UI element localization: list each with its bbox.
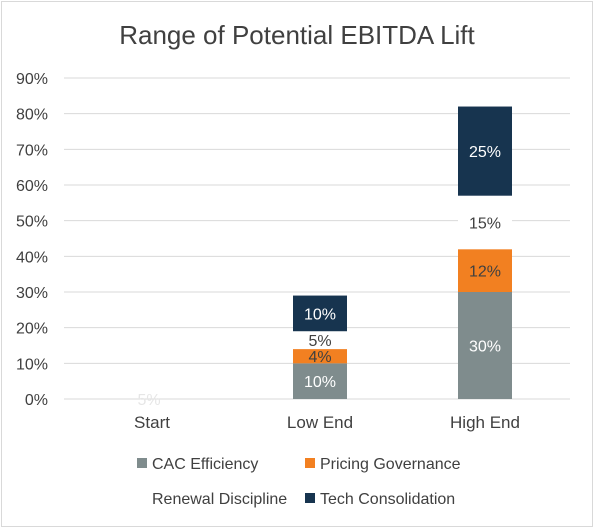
legend-label: Tech Consolidation bbox=[320, 491, 455, 508]
bar-segment bbox=[293, 363, 347, 399]
legend-swatch bbox=[305, 493, 315, 503]
bar-segment bbox=[458, 106, 512, 196]
x-category-label: Low End bbox=[287, 413, 353, 432]
data-label: 5% bbox=[137, 392, 160, 409]
y-axis-ticks: 0% 10% 20% 30% 40% 50% 60% 70% 80% 90% bbox=[16, 71, 48, 409]
bar-segment bbox=[293, 331, 347, 350]
data-label: 10% bbox=[304, 306, 336, 323]
y-tick-label: 10% bbox=[16, 356, 48, 373]
y-tick-label: 60% bbox=[16, 178, 48, 195]
y-tick-label: 0% bbox=[25, 392, 48, 409]
legend: CAC Efficiency Pricing Governance Renewal … bbox=[137, 456, 461, 508]
bar-segment bbox=[458, 249, 512, 292]
x-axis-labels: Start Low End High End bbox=[134, 413, 520, 432]
x-category-label: Start bbox=[134, 413, 170, 432]
chart-title: Range of Potential EBITDA Lift bbox=[119, 20, 475, 50]
x-category-label: High End bbox=[450, 413, 520, 432]
data-label: 15% bbox=[469, 215, 501, 232]
legend-swatch bbox=[137, 458, 147, 468]
data-label: 30% bbox=[469, 339, 501, 356]
bar-segment bbox=[293, 349, 347, 364]
bar-segment bbox=[458, 195, 512, 250]
legend-swatch bbox=[305, 458, 315, 468]
bar-segment bbox=[458, 292, 512, 399]
bar-segment bbox=[293, 295, 347, 332]
legend-label: Renewal Discipline bbox=[152, 491, 287, 508]
legend-label: CAC Efficiency bbox=[152, 456, 258, 473]
y-tick-label: 80% bbox=[16, 107, 48, 124]
data-label: 25% bbox=[469, 144, 501, 161]
data-label: 12% bbox=[469, 264, 501, 281]
y-tick-label: 30% bbox=[16, 285, 48, 302]
data-label: 5% bbox=[308, 333, 331, 350]
bars: 5%10%4%5%10%30%12%15%25% bbox=[137, 106, 512, 409]
data-label: 10% bbox=[304, 374, 336, 391]
data-label: 4% bbox=[308, 349, 331, 366]
y-tick-label: 90% bbox=[16, 71, 48, 88]
y-tick-label: 40% bbox=[16, 249, 48, 266]
y-tick-label: 70% bbox=[16, 142, 48, 159]
y-tick-label: 50% bbox=[16, 214, 48, 231]
y-tick-label: 20% bbox=[16, 321, 48, 338]
legend-label: Pricing Governance bbox=[320, 456, 461, 473]
